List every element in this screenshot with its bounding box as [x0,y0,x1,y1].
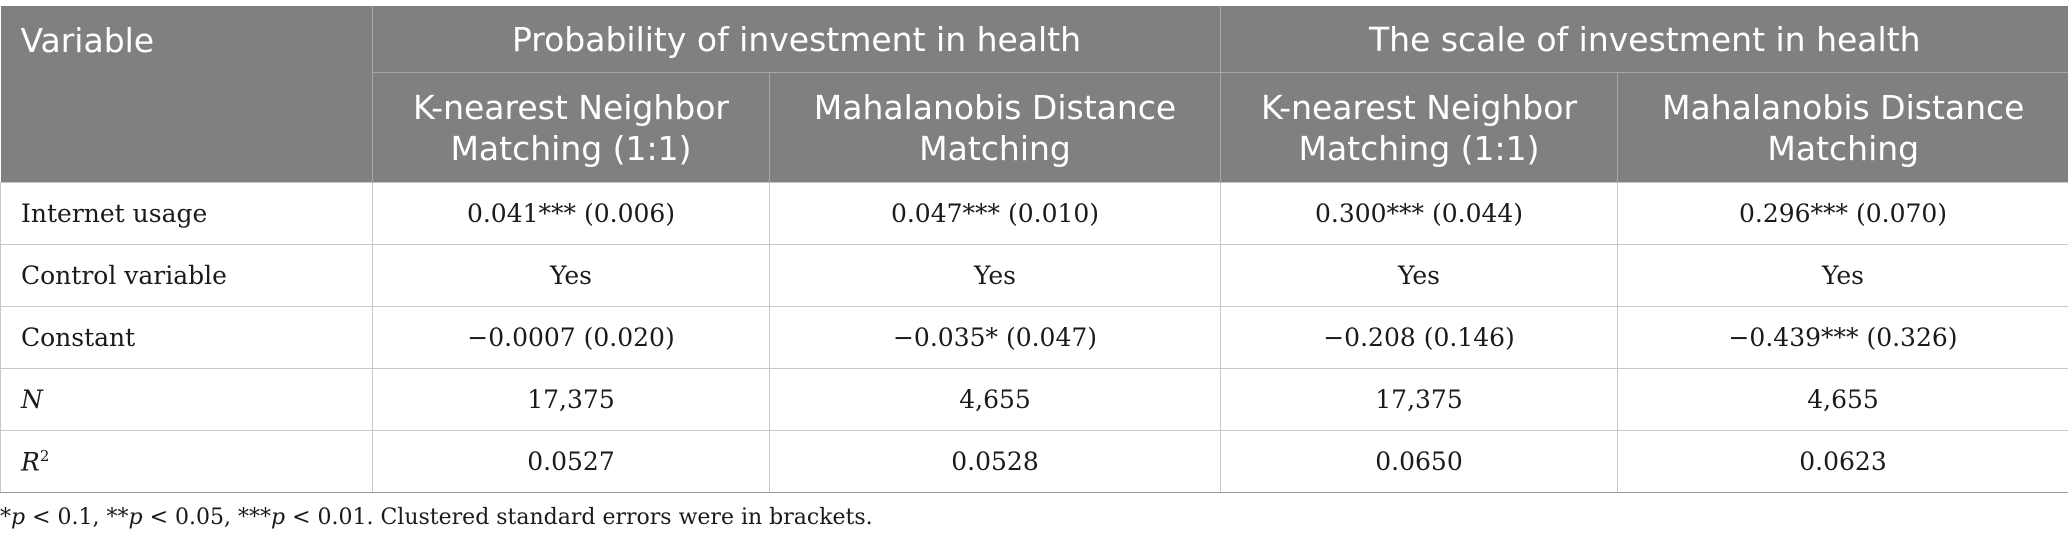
table-cell: Yes [372,244,770,307]
table-cell: −0.208 (0.146) [1220,306,1619,369]
footnote-p: p [270,505,286,530]
table-cell: 0.0527 [372,430,770,493]
table-cell: 0.041*** (0.006) [372,182,770,245]
table-cell: 17,375 [1220,368,1619,431]
footnote-p: p [11,505,26,530]
table-body: Internet usage 0.041*** (0.006) 0.047***… [0,182,2068,493]
table-header: Variable Probability of investment in he… [0,6,2068,183]
table-cell: Yes [1220,244,1619,307]
footnote-text: < 0.05, *** [142,505,271,530]
header-group-scale: The scale of investment in health [1220,6,2068,73]
table-cell: 4,655 [768,368,1222,431]
table-cell: 0.047*** (0.010) [768,182,1222,245]
row-label: Control variable [0,244,373,307]
results-table: Variable Probability of investment in he… [0,6,2068,493]
table-cell: Yes [1617,244,2068,307]
header-method-mahalanobis-probability: Mahalanobis Distance Matching [768,72,1222,183]
table-cell: Yes [768,244,1222,307]
table-row-n: N 17,375 4,655 17,375 4,655 [0,368,2068,431]
table-cell: 0.0528 [768,430,1222,493]
header-variable: Variable [0,6,373,183]
r-superscript: 2 [39,446,50,465]
table-cell: 0.0650 [1220,430,1619,493]
footnote-text: < 0.01. Clustered standard errors were i… [285,505,873,530]
table-cell: 0.296*** (0.070) [1617,182,2068,245]
table-row-control-variable: Control variable Yes Yes Yes Yes [0,244,2068,307]
table-row-internet-usage: Internet usage 0.041*** (0.006) 0.047***… [0,182,2068,245]
footnote-lead: * [0,505,11,530]
header-method-knn-scale: K-nearest Neighbor Matching (1:1) [1220,72,1619,183]
footnote-p: p [128,505,143,530]
table-cell: 0.0623 [1617,430,2068,493]
table-cell: −0.439*** (0.326) [1617,306,2068,369]
table-row-r-squared: R2 0.0527 0.0528 0.0650 0.0623 [0,430,2068,493]
table-cell: 0.300*** (0.044) [1220,182,1619,245]
header-method-knn-probability: K-nearest Neighbor Matching (1:1) [372,72,770,183]
row-label: N [0,368,373,431]
table-cell: −0.035* (0.047) [768,306,1222,369]
row-label: Constant [0,306,373,369]
table-cell: −0.0007 (0.020) [372,306,770,369]
table-footnote: *p < 0.1, **p < 0.05, ***p < 0.01. Clust… [0,505,873,530]
results-table-container: Variable Probability of investment in he… [0,6,2068,493]
header-method-mahalanobis-scale: Mahalanobis Distance Matching [1617,72,2068,183]
header-group-probability: Probability of investment in health [371,6,1222,73]
row-label: Internet usage [0,182,373,245]
table-cell: 4,655 [1617,368,2068,431]
footnote-text: < 0.1, ** [25,505,129,530]
r-symbol: R [21,447,40,477]
table-cell: 17,375 [372,368,770,431]
row-label: R2 [0,430,373,493]
table-row-constant: Constant −0.0007 (0.020) −0.035* (0.047)… [0,306,2068,369]
